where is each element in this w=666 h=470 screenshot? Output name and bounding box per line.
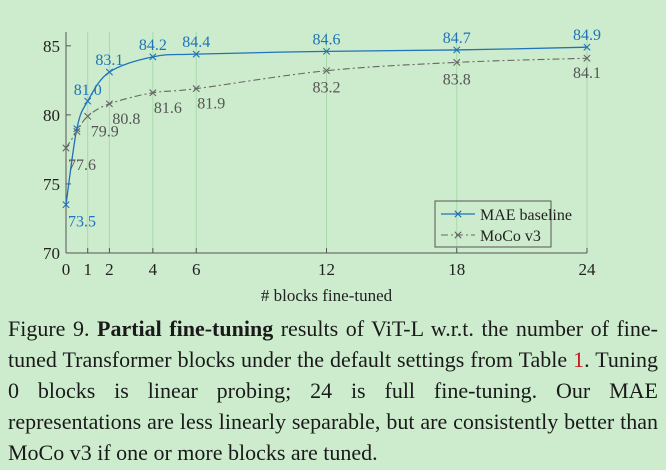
series-1-point <box>192 85 200 93</box>
x-tick-label: 12 <box>318 260 335 279</box>
data-label: 84.6 <box>313 31 341 48</box>
series-0-point <box>62 201 70 209</box>
x-axis-title: # blocks fine-tuned <box>261 286 393 305</box>
x-tick-label: 18 <box>448 260 465 279</box>
series-0-point <box>453 46 461 54</box>
data-label: 83.2 <box>313 80 341 97</box>
series-0-point <box>149 53 157 61</box>
x-tick-label: 4 <box>149 260 158 279</box>
series-1-point <box>84 112 92 120</box>
x-tick-label: 6 <box>192 260 201 279</box>
data-label: 83.8 <box>443 71 471 88</box>
legend-marker-0 <box>454 210 462 218</box>
y-tick-label: 70 <box>43 244 60 263</box>
series-0-point <box>73 125 81 133</box>
data-label: 83.1 <box>95 52 123 69</box>
data-label: 73.5 <box>68 214 96 231</box>
x-tick-label: 0 <box>62 260 71 279</box>
data-label: 81.0 <box>74 82 102 99</box>
series-1-point <box>62 144 70 152</box>
data-label: 80.8 <box>112 111 140 128</box>
legend-label-1: MoCo v3 <box>480 228 541 245</box>
figure-caption: Figure 9. Partial fine-tuning results of… <box>8 313 658 468</box>
series-0-point <box>192 50 200 58</box>
caption-text-2: . Tuning 0 blocks is linear probing; 24 … <box>8 347 658 465</box>
series-1-point <box>583 54 591 62</box>
caption-bold-title: Partial fine-tuning <box>97 316 274 341</box>
series-1-point <box>105 100 114 108</box>
data-label: 79.9 <box>91 123 119 140</box>
caption-text-1: results of ViT-L w.r.t. the number of fi… <box>8 316 658 372</box>
series-1-point <box>453 58 461 66</box>
series-1-point <box>322 67 331 75</box>
series-1-point <box>73 127 81 136</box>
legend-marker-1 <box>454 231 462 239</box>
caption-prefix: Figure 9. <box>8 316 90 341</box>
legend-label-0: MAE baseline <box>480 207 572 224</box>
series-0-point <box>583 43 591 51</box>
series-0-point <box>105 68 114 76</box>
data-label: 84.9 <box>573 27 601 44</box>
data-label: 84.2 <box>139 37 167 54</box>
x-tick-label: 24 <box>579 260 597 279</box>
y-tick-label: 75 <box>43 175 60 194</box>
caption-table-ref[interactable]: 1 <box>573 347 585 372</box>
data-label: 77.6 <box>68 157 96 174</box>
x-tick-label: 2 <box>105 260 114 279</box>
legend-box <box>434 200 552 248</box>
series-0-point <box>84 97 92 105</box>
y-tick-label: 80 <box>43 106 60 125</box>
series-1-point <box>149 89 157 97</box>
x-tick-label: 1 <box>83 260 92 279</box>
series-0-point <box>322 47 331 55</box>
series-line-1 <box>65 57 588 149</box>
data-label: 81.9 <box>197 96 225 113</box>
data-label: 84.7 <box>443 30 471 47</box>
data-label: 84.4 <box>182 34 210 51</box>
data-label: 81.6 <box>154 100 182 117</box>
data-label: 84.1 <box>573 65 601 82</box>
series-line-0 <box>65 46 588 205</box>
y-tick-label: 85 <box>43 37 60 56</box>
